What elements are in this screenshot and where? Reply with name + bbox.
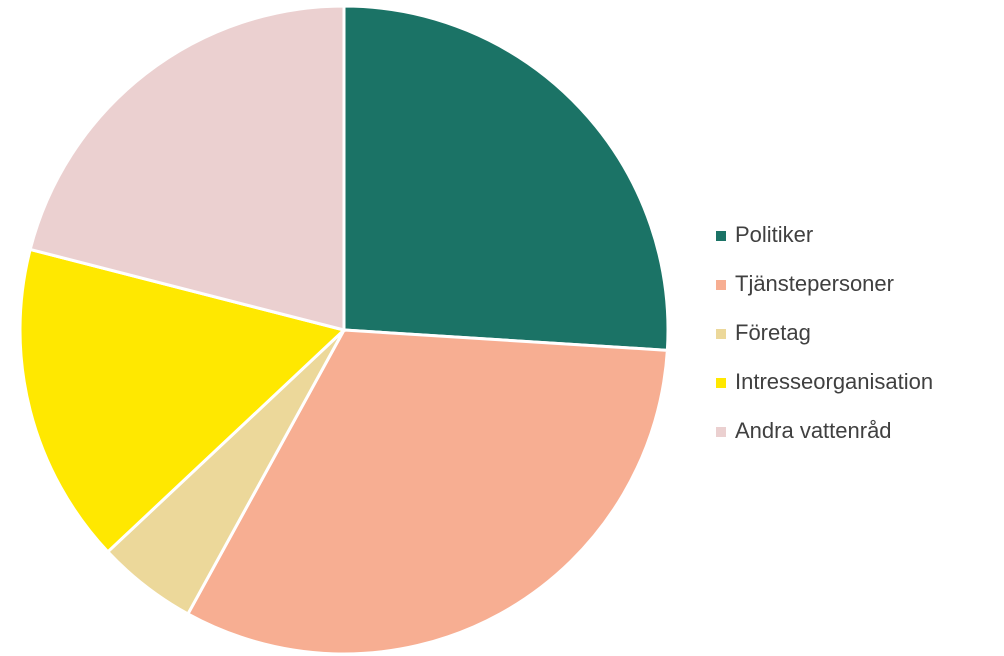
legend-label: Politiker xyxy=(735,222,813,247)
legend-label: Tjänstepersoner xyxy=(735,271,894,296)
pie-slice xyxy=(28,4,346,332)
legend-swatch xyxy=(716,280,726,290)
pie-slice xyxy=(342,4,670,352)
pie-slice xyxy=(185,328,669,656)
legend-swatch xyxy=(716,427,726,437)
legend-swatch xyxy=(716,378,726,388)
pie-slice xyxy=(18,247,348,554)
legend-label: Andra vattenråd xyxy=(735,418,892,443)
legend-label: Företag xyxy=(735,320,811,345)
legend-swatch xyxy=(716,329,726,339)
legend-label: Intresseorganisation xyxy=(735,369,933,394)
legend-swatch xyxy=(716,231,726,241)
